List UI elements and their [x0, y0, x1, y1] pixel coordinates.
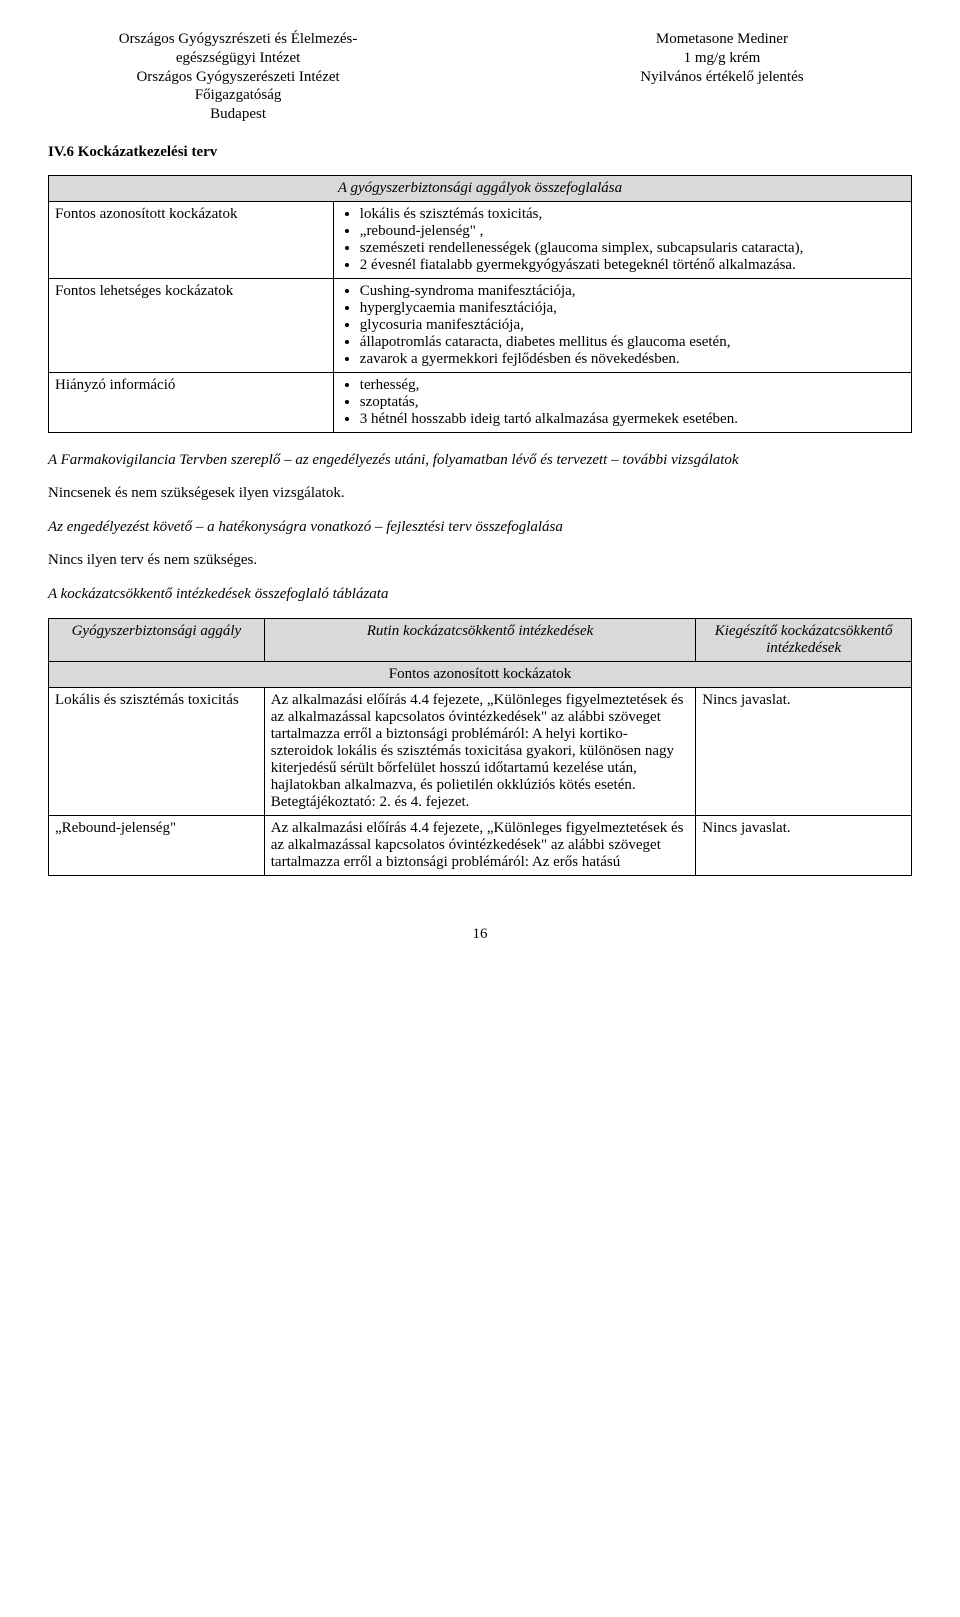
list-item: glycosuria manifesztációja, — [360, 317, 905, 334]
risk-minimisation-table: Gyógyszerbiztonsági aggály Rutin kockáza… — [48, 618, 912, 876]
paragraph: Nincs ilyen terv és nem szükséges. — [48, 551, 912, 571]
table-row: Fontos azonosított kockázatok lokális és… — [49, 201, 912, 278]
row-content: terhesség, szoptatás, 3 hétnél hosszabb … — [333, 372, 911, 432]
paragraph: Nincsenek és nem szükségesek ilyen vizsg… — [48, 484, 912, 504]
paragraph: A kockázatcsökkentő intézkedések összefo… — [48, 585, 912, 605]
table-row: Lokális és szisztémás toxicitás Az alkal… — [49, 688, 912, 816]
header-right-line: 1 mg/g krém — [532, 49, 912, 68]
header-right: Mometasone Mediner 1 mg/g krém Nyilvános… — [532, 30, 912, 124]
list-item: hyperglycaemia manifesztációja, — [360, 300, 905, 317]
list-item: „rebound-jelenség" , — [360, 223, 905, 240]
safety-concerns-table: A gyógyszerbiztonsági aggályok összefogl… — [48, 175, 912, 433]
list-item: állapotromlás cataracta, diabetes mellit… — [360, 334, 905, 351]
header-left-line: Főigazgatóság — [48, 86, 428, 105]
col-header: Rutin kockázatcsökkentő intézkedések — [264, 619, 696, 662]
paragraph: A Farmakovigilancia Tervben szereplő – a… — [48, 451, 912, 471]
cell: „Rebound-jelenség" — [49, 816, 265, 876]
header-left-line: egészségügyi Intézet — [48, 49, 428, 68]
row-content: lokális és szisztémás toxicitás, „reboun… — [333, 201, 911, 278]
header-left-line: Országos Gyógyszrészeti és Élelmezés- — [48, 30, 428, 49]
row-label: Fontos lehetséges kockázatok — [49, 278, 334, 372]
list-item: szoptatás, — [360, 394, 905, 411]
header-left-line: Országos Gyógyszerészeti Intézet — [48, 68, 428, 87]
cell: Nincs javaslat. — [696, 688, 912, 816]
list-item: Cushing-syndroma manifesztációja, — [360, 283, 905, 300]
row-label: Hiányzó információ — [49, 372, 334, 432]
paragraph: Az engedélyezést követő – a hatékonyságr… — [48, 518, 912, 538]
cell: Lokális és szisztémás toxicitás — [49, 688, 265, 816]
cell: Az alkalmazási előírás 4.4 fejezete, „Kü… — [264, 816, 696, 876]
section-header-row: Fontos azonosított kockázatok — [49, 662, 912, 688]
header-right-line: Nyilvános értékelő jelentés — [532, 68, 912, 87]
row-content: Cushing-syndroma manifesztációja, hyperg… — [333, 278, 911, 372]
table-row: „Rebound-jelenség" Az alkalmazási előírá… — [49, 816, 912, 876]
col-header: Kiegészítő kockázatcsökkentő intézkedése… — [696, 619, 912, 662]
page-header: Országos Gyógyszrészeti és Élelmezés- eg… — [48, 30, 912, 124]
list-item: zavarok a gyermekkori fejlődésben és növ… — [360, 351, 905, 368]
section-title: IV.6 Kockázatkezelési terv — [48, 144, 912, 161]
cell: Nincs javaslat. — [696, 816, 912, 876]
table-row: Fontos lehetséges kockázatok Cushing-syn… — [49, 278, 912, 372]
list-item: 2 évesnél fiatalabb gyermekgyógyászati b… — [360, 257, 905, 274]
page-number: 16 — [48, 926, 912, 943]
list-item: lokális és szisztémás toxicitás, — [360, 206, 905, 223]
cell: Az alkalmazási előírás 4.4 fejezete, „Kü… — [264, 688, 696, 816]
list-item: terhesség, — [360, 377, 905, 394]
list-item: szemészeti rendellenességek (glaucoma si… — [360, 240, 905, 257]
table-row: Hiányzó információ terhesség, szoptatás,… — [49, 372, 912, 432]
header-right-line: Mometasone Mediner — [532, 30, 912, 49]
header-left: Országos Gyógyszrészeti és Élelmezés- eg… — [48, 30, 428, 124]
row-label: Fontos azonosított kockázatok — [49, 201, 334, 278]
col-header: Gyógyszerbiztonsági aggály — [49, 619, 265, 662]
header-left-line: Budapest — [48, 105, 428, 124]
list-item: 3 hétnél hosszabb ideig tartó alkalmazás… — [360, 411, 905, 428]
table1-title: A gyógyszerbiztonsági aggályok összefogl… — [49, 175, 912, 201]
